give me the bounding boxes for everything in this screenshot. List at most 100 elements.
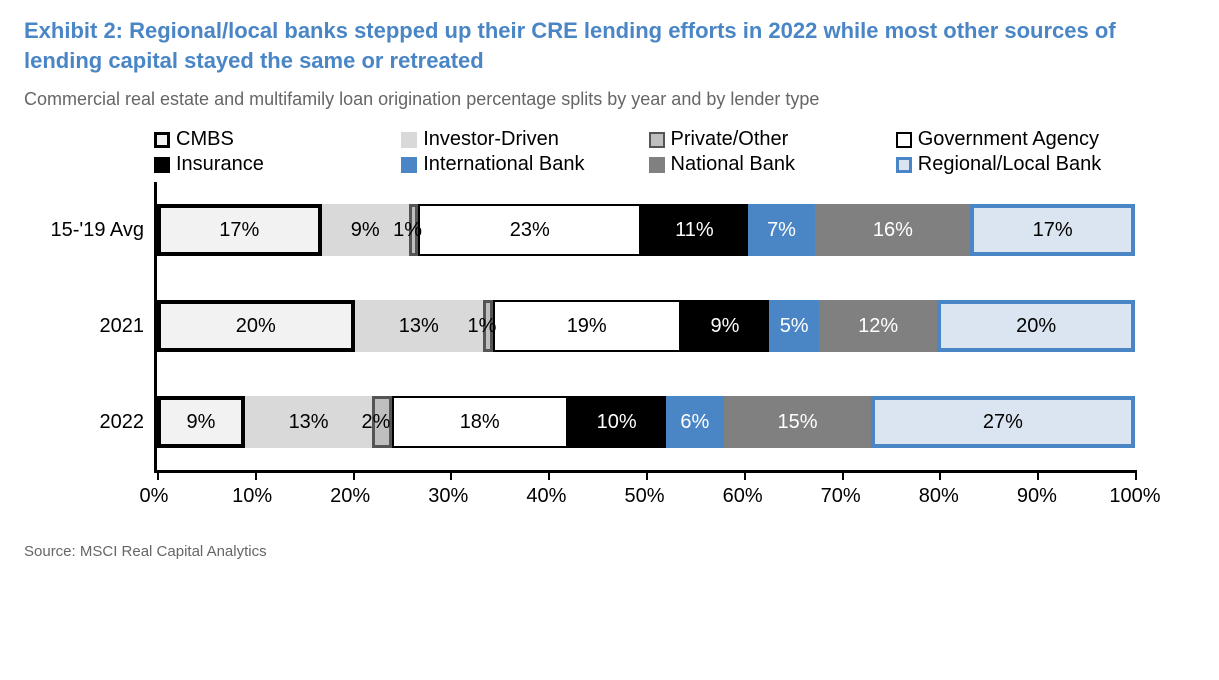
data-label: 9% <box>351 219 380 242</box>
x-axis-labels: 0%10%20%30%40%50%60%70%80%90%100% <box>154 485 1135 509</box>
legend-swatch-gov <box>896 132 912 148</box>
segment-private: 2% <box>372 396 392 448</box>
chart-container: CMBS Investor-Driven Private/Other Governme… <box>24 128 1195 509</box>
stacked-bar: 20% 13% 1% 19% 9% 5% 12% 20% <box>157 300 1135 352</box>
legend-label: International Bank <box>423 153 584 176</box>
exhibit-title: Exhibit 2: Regional/local banks stepped … <box>24 16 1195 75</box>
x-tick <box>255 470 257 480</box>
x-tick <box>1037 470 1039 480</box>
legend-label: Investor-Driven <box>423 128 559 151</box>
segment-cmbs: 9% <box>157 396 245 448</box>
segment-insurance: 11% <box>641 204 748 256</box>
x-tick <box>1135 470 1137 480</box>
exhibit-subtitle: Commercial real estate and multifamily l… <box>24 89 1195 110</box>
data-label: 27% <box>983 411 1023 434</box>
segment-investor: 13% <box>355 300 483 352</box>
segment-cmbs: 20% <box>157 300 355 352</box>
legend-label: Government Agency <box>918 128 1099 151</box>
plot-area: 17%9%1%23%11%7%16%17%20%13%1%19%9%5%12%2… <box>154 182 1135 473</box>
segment-private: 1% <box>409 204 419 256</box>
legend-label: Insurance <box>176 153 264 176</box>
legend-swatch-investor <box>401 132 417 148</box>
legend-item-investor: Investor-Driven <box>401 128 640 151</box>
legend-item-insurance: Insurance <box>154 153 393 176</box>
data-label: 12% <box>858 315 898 338</box>
y-axis-label: 15-'19 Avg <box>24 182 154 278</box>
segment-insurance: 10% <box>568 396 666 448</box>
data-label: 20% <box>1016 315 1056 338</box>
data-label: 11% <box>675 219 714 242</box>
data-label: 10% <box>597 411 637 434</box>
x-tick <box>353 470 355 480</box>
bars-container: 17%9%1%23%11%7%16%17%20%13%1%19%9%5%12%2… <box>157 182 1135 470</box>
x-tick <box>744 470 746 480</box>
data-label: 16% <box>873 219 913 242</box>
legend-swatch-national <box>649 157 665 173</box>
x-tick <box>548 470 550 480</box>
bar-row: 20% 13% 1% 19% 9% 5% 12% 20% <box>157 278 1135 374</box>
legend-label: Regional/Local Bank <box>918 153 1101 176</box>
segment-gov: 19% <box>493 300 681 352</box>
legend-item-private: Private/Other <box>649 128 888 151</box>
legend: CMBS Investor-Driven Private/Other Governme… <box>154 128 1135 176</box>
y-axis-label: 2022 <box>24 374 154 470</box>
x-tick <box>646 470 648 480</box>
data-label: 2% <box>361 411 390 434</box>
legend-item-intl: International Bank <box>401 153 640 176</box>
bar-row: 17% 9% 1% 23% 11% 7% 16% 17% <box>157 182 1135 278</box>
segment-intl: 7% <box>748 204 816 256</box>
segment-investor: 13% <box>245 396 372 448</box>
legend-swatch-private <box>649 132 665 148</box>
segment-cmbs: 17% <box>157 204 322 256</box>
legend-label: National Bank <box>671 153 796 176</box>
legend-item-cmbs: CMBS <box>154 128 393 151</box>
legend-item-regional: Regional/Local Bank <box>896 153 1135 176</box>
segment-private: 1% <box>483 300 493 352</box>
segment-insurance: 9% <box>681 300 770 352</box>
segment-regional: 17% <box>970 204 1135 256</box>
legend-swatch-regional <box>896 157 912 173</box>
data-label: 7% <box>767 219 796 242</box>
data-label: 13% <box>399 315 439 338</box>
stacked-bar: 9% 13% 2% 18% 10% 6% 15% 27% <box>157 396 1135 448</box>
data-label: 6% <box>680 411 709 434</box>
data-label: 1% <box>393 219 422 242</box>
data-label: 1% <box>467 315 496 338</box>
x-tick <box>450 470 452 480</box>
legend-swatch-intl <box>401 157 417 173</box>
segment-intl: 6% <box>666 396 725 448</box>
data-label: 5% <box>780 315 809 338</box>
legend-swatch-insurance <box>154 157 170 173</box>
source-line: Source: MSCI Real Capital Analytics <box>24 543 1195 560</box>
data-label: 18% <box>460 411 500 434</box>
y-axis-label: 2021 <box>24 278 154 374</box>
stacked-bar: 17% 9% 1% 23% 11% 7% 16% 17% <box>157 204 1135 256</box>
data-label: 17% <box>219 219 259 242</box>
segment-national: 12% <box>819 300 938 352</box>
legend-swatch-cmbs <box>154 132 170 148</box>
data-label: 20% <box>236 315 276 338</box>
data-label: 19% <box>567 315 607 338</box>
segment-intl: 5% <box>769 300 818 352</box>
segment-gov: 18% <box>392 396 568 448</box>
segment-regional: 20% <box>937 300 1135 352</box>
data-label: 23% <box>510 219 550 242</box>
data-label: 17% <box>1033 219 1073 242</box>
legend-item-gov: Government Agency <box>896 128 1135 151</box>
x-tick <box>842 470 844 480</box>
segment-regional: 27% <box>871 396 1135 448</box>
segment-national: 16% <box>815 204 970 256</box>
plot-wrap: 15-'19 Avg20212022 17%9%1%23%11%7%16%17%… <box>154 182 1135 509</box>
data-label: 9% <box>187 411 216 434</box>
data-label: 15% <box>778 411 818 434</box>
data-label: 13% <box>289 411 329 434</box>
y-axis-labels: 15-'19 Avg20212022 <box>24 182 154 509</box>
segment-national: 15% <box>724 396 871 448</box>
legend-label: Private/Other <box>671 128 789 151</box>
legend-item-national: National Bank <box>649 153 888 176</box>
legend-label: CMBS <box>176 128 234 151</box>
data-label: 9% <box>711 315 740 338</box>
x-tick <box>157 470 159 480</box>
bar-row: 9% 13% 2% 18% 10% 6% 15% 27% <box>157 374 1135 470</box>
segment-gov: 23% <box>418 204 641 256</box>
